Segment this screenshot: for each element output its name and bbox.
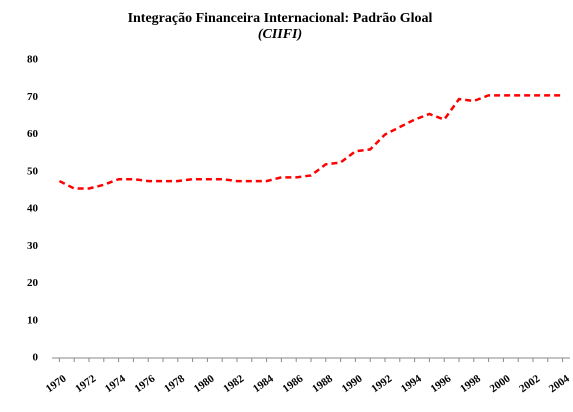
chart-title: Integração Financeira Internacional: Pad… [128, 11, 433, 26]
x-tick-label: 1990 [340, 372, 365, 395]
x-tick-label: 1980 [192, 372, 217, 395]
y-tick-label: 0 [33, 352, 39, 364]
y-tick-label: 50 [27, 165, 39, 177]
x-tick-label: 1978 [162, 372, 187, 395]
x-tick-label: 1970 [44, 372, 69, 395]
x-tick-label: 1984 [251, 372, 276, 395]
data-line [58, 94, 563, 190]
x-tick-label: 2000 [488, 372, 513, 395]
y-tick-label: 10 [27, 314, 39, 326]
x-tick-label: 1994 [399, 372, 424, 395]
y-tick-label: 20 [27, 277, 39, 289]
x-tick-label: 1976 [132, 372, 157, 395]
y-tick-label: 80 [27, 54, 39, 66]
y-tick-label: 70 [27, 91, 39, 103]
x-tick-label: 1992 [369, 372, 394, 395]
x-tick-label: 1998 [458, 372, 483, 395]
y-tick-label: 60 [27, 128, 39, 140]
x-tick-label: 2004 [547, 372, 572, 395]
chart-subtitle: (CIIFI) [258, 27, 302, 42]
x-tick-label: 1972 [73, 372, 98, 395]
y-tick-label: 40 [27, 203, 39, 215]
x-tick-label: 1982 [221, 372, 246, 395]
y-tick-label: 30 [27, 240, 39, 252]
x-tick-label: 1988 [310, 372, 335, 395]
x-tick-label: 2002 [517, 372, 542, 395]
x-tick-label: 1996 [428, 372, 453, 395]
x-tick-label: 1974 [103, 372, 128, 395]
x-tick-label: 1986 [280, 372, 305, 395]
